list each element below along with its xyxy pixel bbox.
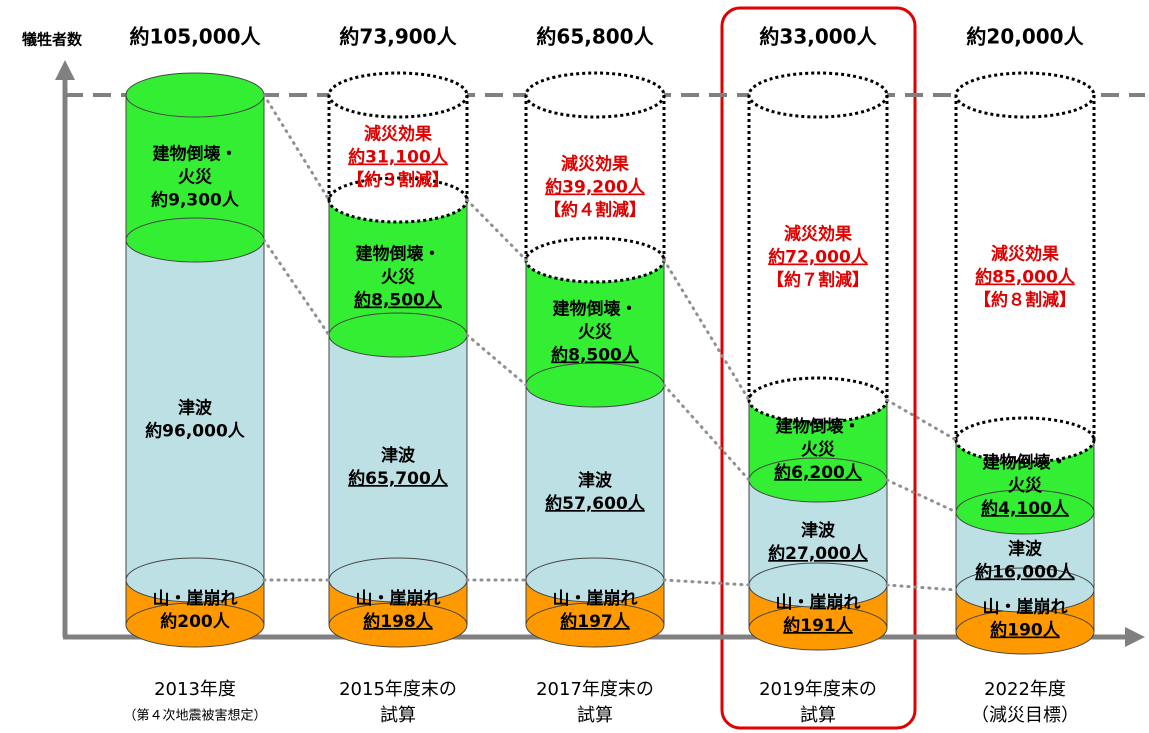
- segment-label: 約9,300人: [151, 190, 240, 211]
- segment-label: 【約７割減】: [767, 270, 869, 291]
- segment-label: 火災: [178, 168, 213, 188]
- cylinder-top: [327, 71, 469, 119]
- connector: [262, 238, 331, 337]
- labels: 建物倒壊・火災約9,300人津波約96,000人山・崖崩れ約200人約105,0…: [123, 25, 1084, 727]
- segment-label: 【約４割減】: [544, 200, 646, 221]
- building-fire-segment-bottom: [125, 217, 265, 263]
- caption: 試算: [577, 705, 613, 726]
- effect-segment-bottom: [524, 236, 666, 284]
- cylinders: [125, 71, 1096, 655]
- segment-label: 建物倒壊・: [553, 299, 638, 320]
- segment-label: 山・崖崩れ: [776, 592, 861, 613]
- segment-label: 津波: [178, 398, 213, 419]
- y-axis-label: 犠牲者数: [22, 31, 83, 49]
- column-total: 約65,800人: [536, 25, 654, 49]
- segment-label: 津波: [578, 470, 613, 491]
- segment-label: 津波: [381, 445, 416, 466]
- tsunami-segment: [526, 385, 664, 580]
- segment-label: 減災効果: [561, 154, 629, 175]
- connector: [885, 583, 958, 592]
- cylinder-top: [747, 71, 889, 119]
- caption: （第４次地震被害想定）: [123, 708, 266, 724]
- tsunami-segment: [329, 335, 467, 580]
- building-fire-segment-bottom: [328, 312, 468, 358]
- segment-label: 約72,000人: [768, 247, 869, 268]
- connector: [662, 578, 751, 587]
- segment-label: 約16,000人: [975, 562, 1076, 583]
- caption: 2013年度: [154, 679, 236, 700]
- connector: [465, 333, 528, 387]
- segment-label: 約190人: [990, 620, 1060, 641]
- cylinder-top: [125, 72, 265, 118]
- segment-label: 減災効果: [364, 124, 432, 145]
- connector: [885, 478, 958, 514]
- column-total: 約105,000人: [129, 25, 261, 49]
- segment-label: 約85,000人: [975, 267, 1076, 288]
- caption: 2022年度: [984, 679, 1066, 700]
- caption: 試算: [380, 705, 416, 726]
- segment-label: 約8,500人: [354, 290, 443, 311]
- segment-label: 建物倒壊・: [776, 416, 861, 437]
- segment-label: 約200人: [160, 611, 230, 632]
- connector: [662, 383, 751, 482]
- connector: [465, 198, 528, 262]
- building-fire-segment-bottom: [525, 362, 665, 408]
- segment-label: 建物倒壊・: [983, 452, 1068, 473]
- segment-label: 建物倒壊・: [356, 244, 441, 265]
- caption: 2017年度末の: [536, 679, 654, 700]
- segment-label: 約57,600人: [545, 493, 646, 514]
- cylinder-top: [954, 71, 1096, 119]
- segment-label: 約39,200人: [545, 177, 646, 198]
- segment-label: 【約８割減】: [974, 290, 1076, 311]
- segment-label: 約6,200人: [774, 462, 863, 483]
- cylinder-top: [524, 71, 666, 119]
- connector: [262, 93, 331, 202]
- segment-label: 山・崖崩れ: [356, 588, 441, 609]
- connectors: [262, 93, 958, 592]
- column-total: 約33,000人: [759, 25, 877, 49]
- segment-label: 約4,100人: [981, 498, 1070, 519]
- segment-label: 山・崖崩れ: [553, 588, 638, 609]
- segment-label: 火災: [1008, 476, 1043, 496]
- effect-segment-bottom: [747, 376, 889, 424]
- connector: [662, 258, 751, 402]
- segment-label: 津波: [1008, 539, 1043, 560]
- segment-label: 建物倒壊・: [153, 144, 238, 165]
- caption: 2015年度末の: [339, 679, 457, 700]
- effect-segment: [749, 95, 887, 400]
- segment-label: 火災: [381, 268, 416, 288]
- building-fire-segment: [126, 95, 264, 240]
- caption: 試算: [800, 705, 836, 726]
- segment-label: 約31,100人: [348, 147, 449, 168]
- segment-label: 約27,000人: [768, 543, 869, 564]
- segment-label: 【約３割減】: [347, 170, 449, 191]
- effect-segment: [526, 95, 664, 260]
- segment-label: 減災効果: [991, 244, 1059, 265]
- segment-label: 火災: [801, 440, 836, 460]
- caption: 2019年度末の: [759, 679, 877, 700]
- segment-label: 山・崖崩れ: [983, 597, 1068, 618]
- effect-segment: [956, 95, 1094, 440]
- column-total: 約73,900人: [339, 25, 457, 49]
- highlight-frame: [720, 6, 917, 730]
- segment-label: 約198人: [363, 611, 433, 632]
- tsunami-segment: [126, 240, 264, 580]
- segment-label: 約65,700人: [348, 468, 449, 489]
- segment-label: 約8,500人: [551, 345, 640, 366]
- segment-label: 山・崖崩れ: [153, 588, 238, 609]
- segment-label: 約96,000人: [145, 421, 246, 442]
- segment-label: 火災: [578, 323, 613, 343]
- caption: （減災目標）: [971, 705, 1079, 726]
- segment-label: 約191人: [783, 615, 853, 636]
- column-total: 約20,000人: [966, 25, 1084, 49]
- connector: [885, 398, 958, 442]
- segment-label: 約197人: [560, 611, 630, 632]
- segment-label: 減災効果: [784, 224, 852, 245]
- segment-label: 津波: [801, 520, 836, 541]
